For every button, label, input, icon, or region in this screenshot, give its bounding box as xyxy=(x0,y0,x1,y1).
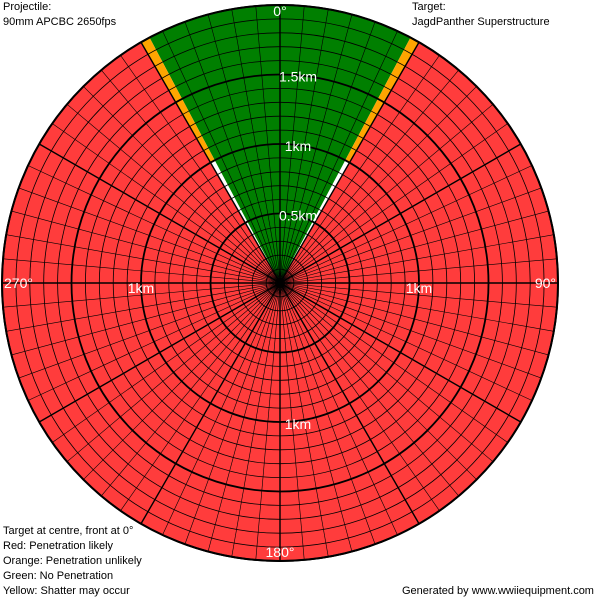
bearing-spoke-major xyxy=(279,143,522,284)
bearing-spoke-minor xyxy=(279,282,440,511)
bearing-spoke-minor xyxy=(279,21,376,284)
bearing-spoke-minor xyxy=(3,258,281,284)
bearing-spoke-minor xyxy=(279,282,305,560)
bearing-spoke-minor xyxy=(279,282,459,497)
range-label: 1km xyxy=(285,416,311,432)
bearing-spoke-minor xyxy=(279,14,353,284)
bearing-spoke-minor xyxy=(66,104,281,284)
bearing-spoke-minor xyxy=(6,234,281,284)
bearing-spoke-minor xyxy=(279,86,477,284)
bearing-spoke-minor xyxy=(11,210,281,284)
bearing-spoke-minor xyxy=(279,234,554,284)
bearing-spoke-minor xyxy=(27,165,281,284)
bearing-spoke-minor xyxy=(207,282,281,552)
range-label: 1.5km xyxy=(279,69,317,85)
bearing-spoke-major xyxy=(279,41,420,284)
bearing-spoke-minor xyxy=(83,282,281,480)
legend-line-4: Green: No Penetration xyxy=(3,570,114,582)
bearing-spoke-minor xyxy=(231,9,281,284)
bearing-spoke-minor xyxy=(279,55,440,284)
bearing-spoke-minor xyxy=(279,282,549,356)
projectile-value: 90mm APCBC 2650fps xyxy=(3,16,117,28)
bearing-spoke-minor xyxy=(52,282,281,443)
bearing-spoke-minor xyxy=(279,6,305,284)
bearing-spoke-minor xyxy=(279,258,557,284)
bearing-spoke-minor xyxy=(27,282,281,401)
footer-credit: Generated by www.wwiiequipment.com xyxy=(402,585,594,597)
bearing-spoke-minor xyxy=(279,104,494,284)
bearing-spoke-minor xyxy=(101,69,281,284)
bearing-spoke-minor xyxy=(279,282,557,308)
bearing-spoke-minor xyxy=(231,282,281,557)
bearing-spoke-minor xyxy=(279,282,542,379)
bearing-spoke-minor xyxy=(162,282,281,536)
bearing-spoke-minor xyxy=(279,165,533,284)
bearing-spoke-major xyxy=(38,282,281,423)
bearing-spoke-minor xyxy=(279,282,508,443)
range-label: 1km xyxy=(406,280,432,296)
range-label: 1km xyxy=(285,138,311,154)
bearing-spoke-minor xyxy=(120,55,281,284)
bearing-spoke-minor xyxy=(18,282,281,379)
bearing-spoke-minor xyxy=(279,30,398,284)
bearing-spoke-minor xyxy=(279,282,329,557)
bearing-spoke-minor xyxy=(184,282,281,545)
zone-orange-1 xyxy=(345,37,419,163)
bearing-spoke-major xyxy=(140,282,281,525)
bearing-spoke-minor xyxy=(162,30,281,284)
angle-label-270: 270° xyxy=(4,275,33,291)
legend-line-1: Target at centre, front at 0° xyxy=(3,525,134,537)
legend-line-3: Orange: Penetration unlikely xyxy=(3,555,142,567)
bearing-spoke-minor xyxy=(6,282,281,332)
bearing-spoke-minor xyxy=(52,123,281,284)
bearing-spoke-minor xyxy=(279,69,459,284)
labels-layer: 0° 90° 180° 270° 1.5km 1km 0.5km 1km 1km 1km xyxy=(4,3,556,560)
bearing-spoke-minor xyxy=(255,6,281,284)
bearing-spoke-major xyxy=(38,143,281,284)
bearing-spoke-minor xyxy=(279,282,477,480)
bearing-spoke-minor xyxy=(279,282,554,332)
legend-line-5: Yellow: Shatter may occur xyxy=(3,585,130,597)
range-label: 1km xyxy=(128,280,154,296)
target-value: JagdPanther Superstructure xyxy=(412,16,550,28)
bearing-spoke-minor xyxy=(279,282,353,552)
projectile-title: Projectile: xyxy=(3,1,52,13)
bearing-spoke-minor xyxy=(279,9,329,284)
zone-orange-2 xyxy=(141,37,215,163)
bearing-spoke-major xyxy=(279,282,522,423)
grid-layer xyxy=(1,4,559,562)
bearing-spoke-major xyxy=(279,282,420,525)
outer-ring xyxy=(1,4,559,562)
bearing-spoke-minor xyxy=(279,210,549,284)
legend-line-2: Red: Penetration likely xyxy=(3,540,114,552)
bearing-spoke-major xyxy=(140,41,281,284)
bearing-spoke-minor xyxy=(279,187,542,284)
angle-label-0: 0° xyxy=(273,3,286,19)
bearing-spoke-minor xyxy=(11,282,281,356)
target-title: Target: xyxy=(412,1,446,13)
range-label: 0.5km xyxy=(279,208,317,224)
bearing-spoke-minor xyxy=(66,282,281,462)
bearing-spoke-minor xyxy=(279,282,376,545)
bearing-spoke-minor xyxy=(279,123,508,284)
bearing-spoke-minor xyxy=(255,282,281,560)
bearing-spoke-minor xyxy=(18,187,281,284)
bearing-spoke-minor xyxy=(207,14,281,284)
bearing-spoke-minor xyxy=(279,282,533,401)
bearing-spoke-minor xyxy=(184,21,281,284)
bearing-spoke-minor xyxy=(120,282,281,511)
bearing-spoke-minor xyxy=(279,282,398,536)
bearing-spoke-minor xyxy=(101,282,281,497)
bearing-spoke-minor xyxy=(279,282,494,462)
angle-label-180: 180° xyxy=(266,544,295,560)
bearing-spoke-minor xyxy=(83,86,281,284)
bearing-spoke-minor xyxy=(3,282,281,308)
angle-label-90: 90° xyxy=(535,275,556,291)
